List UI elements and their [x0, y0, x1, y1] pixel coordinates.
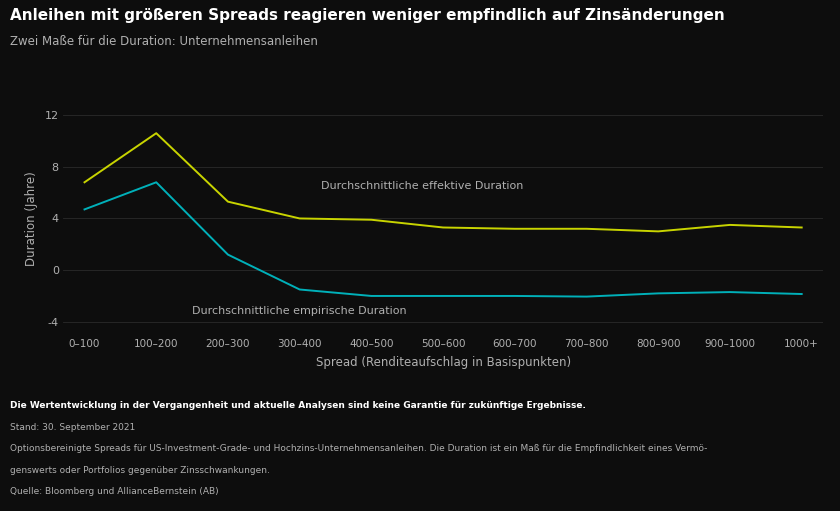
- X-axis label: Spread (Renditeaufschlag in Basispunkten): Spread (Renditeaufschlag in Basispunkten…: [316, 356, 570, 369]
- Text: Zwei Maße für die Duration: Unternehmensanleihen: Zwei Maße für die Duration: Unternehmens…: [10, 35, 318, 48]
- Text: Die Wertentwicklung in der Vergangenheit und aktuelle Analysen sind keine Garant: Die Wertentwicklung in der Vergangenheit…: [10, 401, 586, 410]
- Text: genswerts oder Portfolios gegenüber Zinsschwankungen.: genswerts oder Portfolios gegenüber Zins…: [10, 466, 270, 475]
- Text: Durchschnittliche effektive Duration: Durchschnittliche effektive Duration: [321, 181, 523, 191]
- Text: Durchschnittliche empirische Duration: Durchschnittliche empirische Duration: [192, 307, 407, 316]
- Text: Optionsbereinigte Spreads für US-Investment-Grade- und Hochzins-Unternehmensanle: Optionsbereinigte Spreads für US-Investm…: [10, 444, 707, 453]
- Text: Stand: 30. September 2021: Stand: 30. September 2021: [10, 423, 135, 432]
- Text: Quelle: Bloomberg und AllianceBernstein (AB): Quelle: Bloomberg und AllianceBernstein …: [10, 487, 218, 496]
- Y-axis label: Duration (Jahre): Duration (Jahre): [24, 171, 38, 266]
- Text: Anleihen mit größeren Spreads reagieren weniger empfindlich auf Zinsänderungen: Anleihen mit größeren Spreads reagieren …: [10, 8, 725, 22]
